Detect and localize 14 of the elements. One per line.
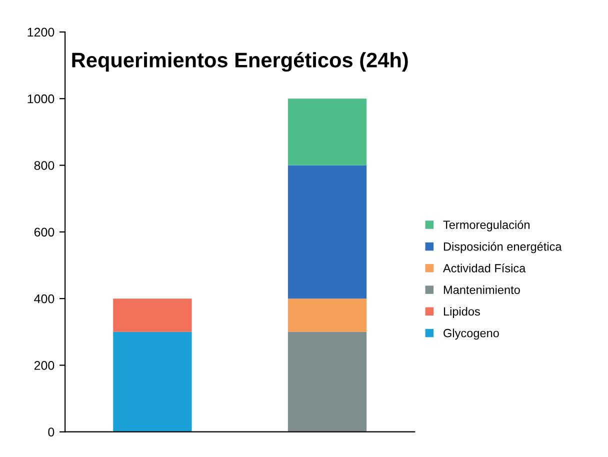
legend-label: Mantenimiento	[444, 285, 520, 294]
y-tick-label: 1200	[28, 28, 54, 37]
y-tick-label: 1000	[28, 94, 54, 104]
y-tick-label: 600	[34, 228, 54, 237]
legend-label: Disposición energética	[444, 242, 562, 254]
legend-label: Actividad Física	[443, 264, 526, 272]
y-tick-label: 200	[34, 361, 54, 370]
y-tick-label: 400	[34, 294, 54, 304]
legend-label: Glycogeno	[444, 328, 499, 340]
y-tick-label: 0	[48, 428, 54, 437]
legend-label: Termoregulación	[443, 220, 530, 232]
text: Requerimientos Energéticos (24h)	[72, 52, 408, 72]
y-tick-label: 800	[34, 161, 54, 170]
legend-label: Lipidos	[444, 306, 480, 318]
